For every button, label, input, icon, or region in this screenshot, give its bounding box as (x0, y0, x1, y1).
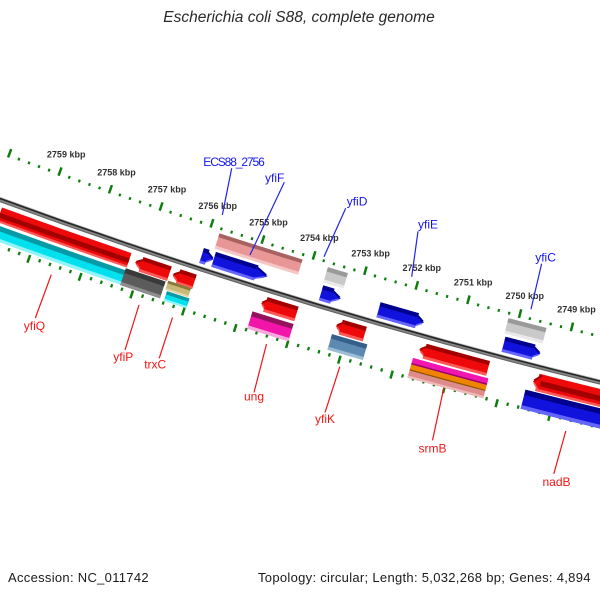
svg-text:yfiK: yfiK (315, 412, 335, 426)
svg-text:srmB: srmB (419, 442, 447, 456)
svg-text:yfiF: yfiF (265, 171, 284, 185)
svg-text:yfiE: yfiE (418, 218, 438, 232)
svg-text:yfiP: yfiP (113, 350, 133, 364)
svg-text:2753 kbp: 2753 kbp (351, 248, 390, 258)
svg-text:2752 kbp: 2752 kbp (403, 263, 442, 273)
svg-text:2757 kbp: 2757 kbp (148, 185, 187, 195)
svg-text:ung: ung (244, 390, 264, 404)
svg-text:2749 kbp: 2749 kbp (557, 305, 596, 315)
svg-text:2750 kbp: 2750 kbp (506, 291, 545, 301)
svg-text:nadB: nadB (543, 475, 571, 489)
svg-text:2759 kbp: 2759 kbp (47, 150, 86, 160)
svg-text:Escherichia coli S88, complete: Escherichia coli S88, complete genome (163, 9, 435, 26)
svg-text:2754 kbp: 2754 kbp (300, 233, 339, 243)
svg-text:2758 kbp: 2758 kbp (97, 167, 136, 177)
svg-text:2755 kbp: 2755 kbp (249, 217, 288, 227)
svg-text:Topology: circular; Length: 5,: Topology: circular; Length: 5,032,268 bp… (258, 570, 591, 585)
svg-text:2756 kbp: 2756 kbp (198, 201, 237, 211)
svg-text:yfiQ: yfiQ (24, 319, 45, 333)
svg-text:Accession: NC_011742: Accession: NC_011742 (8, 570, 149, 585)
svg-text:yfiC: yfiC (535, 251, 556, 265)
svg-text:yfiD: yfiD (347, 194, 368, 208)
svg-text:2751 kbp: 2751 kbp (454, 277, 493, 287)
svg-text:ECS88_2756: ECS88_2756 (203, 155, 265, 169)
svg-text:trxC: trxC (144, 358, 166, 372)
